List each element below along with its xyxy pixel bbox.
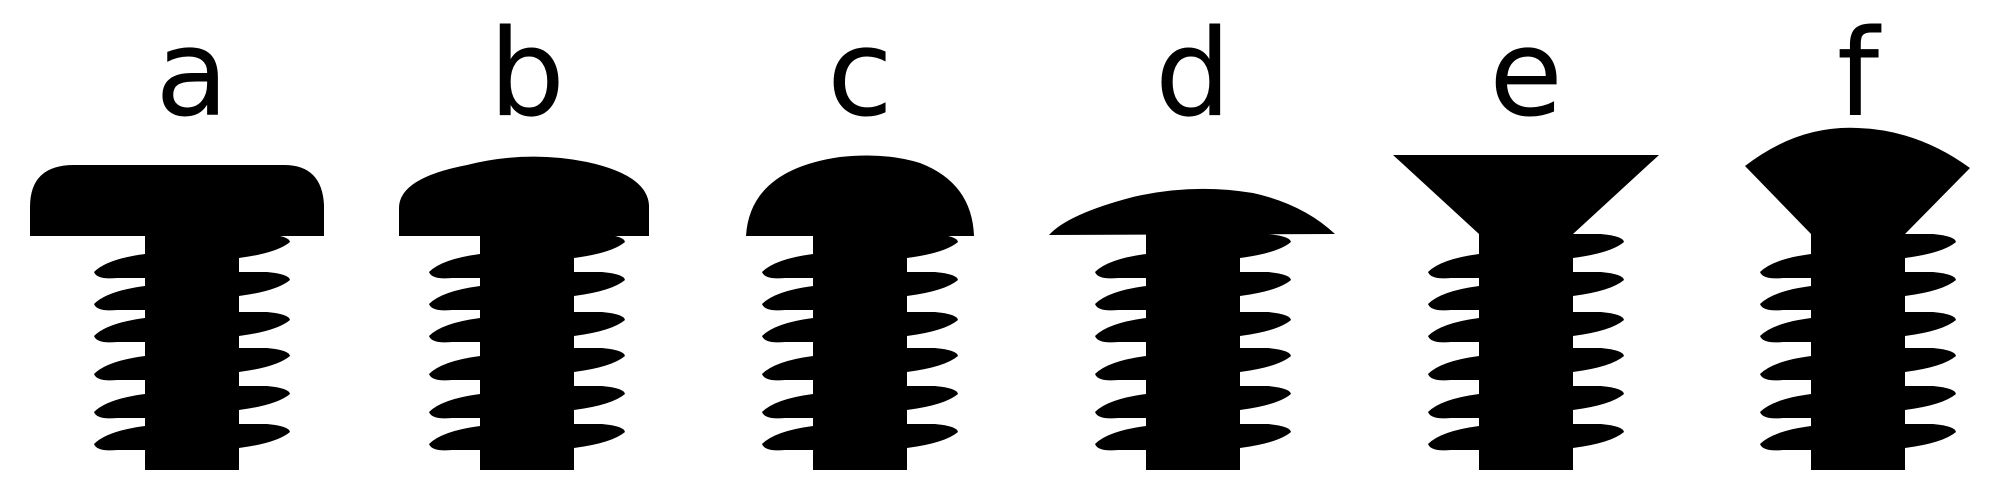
thread-left bbox=[429, 254, 480, 279]
thread-left bbox=[762, 426, 813, 451]
thread-left bbox=[94, 426, 145, 451]
thread-left bbox=[1095, 286, 1146, 311]
label-e: e bbox=[1489, 5, 1563, 144]
thread-right bbox=[907, 348, 958, 372]
thread-right bbox=[239, 234, 290, 258]
thread-right bbox=[907, 312, 958, 336]
thread-left bbox=[1760, 318, 1811, 343]
thread-left bbox=[429, 286, 480, 311]
thread-left bbox=[1428, 426, 1479, 451]
screw-shank-c bbox=[813, 233, 907, 470]
thread-left bbox=[94, 286, 145, 311]
thread-left bbox=[1428, 356, 1479, 381]
thread-left bbox=[1428, 286, 1479, 311]
label-d: d bbox=[1154, 5, 1232, 144]
screw-head-b bbox=[399, 156, 649, 236]
screw-a bbox=[30, 165, 324, 470]
thread-left bbox=[429, 356, 480, 381]
screw-e bbox=[1393, 155, 1659, 470]
thread-right bbox=[1905, 272, 1956, 296]
thread-left bbox=[1760, 286, 1811, 311]
thread-right bbox=[1573, 348, 1624, 372]
thread-right bbox=[1573, 312, 1624, 336]
thread-left bbox=[1095, 254, 1146, 279]
thread-right bbox=[907, 424, 958, 448]
thread-right bbox=[574, 424, 625, 448]
thread-right bbox=[1573, 272, 1624, 296]
thread-left bbox=[1095, 426, 1146, 451]
thread-left bbox=[1428, 254, 1479, 279]
screw-shank-a bbox=[145, 233, 239, 470]
thread-left bbox=[762, 394, 813, 419]
label-c: c bbox=[827, 5, 893, 144]
thread-right bbox=[574, 272, 625, 296]
screw-head-f bbox=[1745, 127, 1970, 234]
thread-right bbox=[574, 348, 625, 372]
thread-left bbox=[1095, 318, 1146, 343]
thread-right bbox=[1573, 234, 1624, 258]
thread-left bbox=[1760, 394, 1811, 419]
thread-right bbox=[239, 348, 290, 372]
screw-c bbox=[746, 155, 974, 470]
screw-head-a bbox=[30, 165, 324, 236]
thread-left bbox=[762, 286, 813, 311]
thread-right bbox=[907, 386, 958, 410]
thread-right bbox=[907, 272, 958, 296]
thread-right bbox=[907, 234, 958, 258]
screw-head-e bbox=[1393, 155, 1659, 234]
thread-right bbox=[239, 272, 290, 296]
thread-right bbox=[1573, 386, 1624, 410]
label-f: f bbox=[1836, 5, 1880, 144]
thread-right bbox=[1240, 386, 1291, 410]
thread-right bbox=[1905, 312, 1956, 336]
thread-left bbox=[1760, 356, 1811, 381]
thread-left bbox=[762, 318, 813, 343]
thread-left bbox=[762, 356, 813, 381]
thread-right bbox=[574, 312, 625, 336]
thread-right bbox=[1240, 424, 1291, 448]
thread-left bbox=[429, 318, 480, 343]
label-a: a bbox=[155, 5, 229, 144]
thread-left bbox=[1428, 318, 1479, 343]
screw-head-c bbox=[746, 155, 974, 236]
thread-left bbox=[429, 394, 480, 419]
screw-head-d bbox=[1049, 188, 1335, 235]
thread-right bbox=[239, 312, 290, 336]
thread-right bbox=[1905, 234, 1956, 258]
thread-left bbox=[94, 394, 145, 419]
thread-left bbox=[94, 318, 145, 343]
thread-left bbox=[1095, 356, 1146, 381]
thread-right bbox=[574, 234, 625, 258]
thread-right bbox=[239, 386, 290, 410]
thread-right bbox=[1905, 424, 1956, 448]
thread-left bbox=[94, 254, 145, 279]
thread-right bbox=[574, 386, 625, 410]
thread-left bbox=[1428, 394, 1479, 419]
thread-left bbox=[762, 254, 813, 279]
thread-right bbox=[239, 424, 290, 448]
thread-right bbox=[1905, 386, 1956, 410]
thread-right bbox=[1240, 272, 1291, 296]
thread-right bbox=[1240, 234, 1291, 258]
thread-right bbox=[1905, 348, 1956, 372]
screw-shank-b bbox=[480, 233, 574, 470]
thread-left bbox=[94, 356, 145, 381]
screw-shank-d bbox=[1146, 233, 1240, 470]
thread-left bbox=[1095, 394, 1146, 419]
thread-right bbox=[1240, 348, 1291, 372]
thread-right bbox=[1240, 312, 1291, 336]
label-b: b bbox=[488, 5, 566, 144]
screw-shank-f bbox=[1811, 233, 1905, 470]
thread-left bbox=[429, 426, 480, 451]
thread-left bbox=[1760, 426, 1811, 451]
thread-left bbox=[1760, 254, 1811, 279]
screw-b bbox=[399, 156, 649, 470]
screw-f bbox=[1745, 127, 1970, 470]
screw-d bbox=[1049, 188, 1335, 470]
thread-right bbox=[1573, 424, 1624, 448]
screw-shank-e bbox=[1479, 233, 1573, 470]
